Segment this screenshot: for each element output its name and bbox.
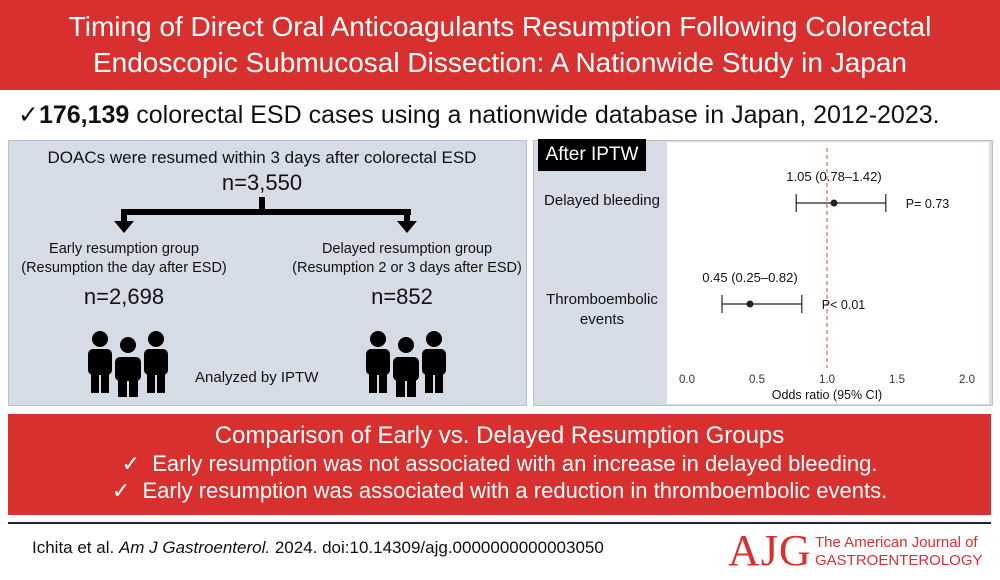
case-description: colorectal ESD cases using a nationwide … xyxy=(129,101,940,129)
row-label-delayed-bleeding: Delayed bleeding xyxy=(544,192,660,209)
summary-point-2: ✓ Early resumption was associated with a… xyxy=(111,478,888,503)
ajg-logo-text: The American Journal of GASTROENTEROLOGY xyxy=(815,534,983,569)
p-value-label: P= 0.73 xyxy=(906,197,949,211)
journal-name: Am J Gastroenterol. xyxy=(118,538,271,557)
summary-box: Comparison of Early vs. Delayed Resumpti… xyxy=(8,414,991,515)
citation: Ichita et al. Am J Gastroenterol. 2024. … xyxy=(32,538,604,557)
x-tick-label: 1.5 xyxy=(889,374,905,386)
people-group-icon xyxy=(88,331,168,397)
design-heading: DOACs were resumed within 3 days after c… xyxy=(47,148,477,167)
checkmark-icon: ✓ xyxy=(18,101,39,129)
forest-plot-area: 1.05 (0.78–1.42) P= 0.73 0.45 (0.25–0.82) P… xyxy=(667,142,989,404)
summary-heading: Comparison of Early vs. Delayed Resumpti… xyxy=(214,422,785,449)
case-count-line: ✓176,139 colorectal ESD cases using a na… xyxy=(18,97,993,133)
point-estimate xyxy=(746,300,754,308)
p-value-label: P< 0.01 xyxy=(822,298,865,312)
ci-label: 1.05 (0.78–1.42) xyxy=(786,169,881,184)
title-banner: Timing of Direct Oral Anticoagulants Res… xyxy=(0,0,1000,90)
checkmark-icon: ✓ xyxy=(111,478,131,503)
x-tick-label: 0.0 xyxy=(679,374,695,386)
people-group-icon xyxy=(366,331,446,397)
delayed-group-n: n=852 xyxy=(371,284,433,309)
ci-label: 0.45 (0.25–0.82) xyxy=(702,270,797,285)
x-tick-label: 2.0 xyxy=(959,374,975,386)
delayed-group-label: Delayed resumption group (Resumption 2 o… xyxy=(292,241,522,276)
early-group-n: n=2,698 xyxy=(83,284,165,309)
method-label: Analyzed by IPTW xyxy=(195,369,319,386)
case-count: 176,139 xyxy=(38,101,130,129)
ajg-logo-mark: AJG xyxy=(728,526,812,575)
total-n: n=3,550 xyxy=(221,170,303,195)
footer-divider xyxy=(8,522,991,524)
x-axis-label: Odds ratio (95% CI) xyxy=(772,388,882,402)
forest-plot-svg: 1.05 (0.78–1.42) P= 0.73 0.45 (0.25–0.82) P… xyxy=(679,148,975,402)
checkmark-icon: ✓ xyxy=(121,451,140,476)
early-group-label: Early resumption group (Resumption the d… xyxy=(21,241,227,276)
x-tick-label: 1.0 xyxy=(819,374,835,386)
row-label-thromboembolic: Thromboembolic events xyxy=(546,291,658,328)
summary-point-1: ✓ Early resumption was not associated wi… xyxy=(121,451,878,476)
x-tick-label: 0.5 xyxy=(749,374,765,386)
after-iptw-tag: After IPTW xyxy=(538,139,646,171)
point-estimate xyxy=(830,199,838,207)
study-design-panel: DOACs were resumed within 3 days after c… xyxy=(8,140,527,406)
title-line-1: Timing of Direct Oral Anticoagulants Res… xyxy=(68,11,932,42)
title-line-2: Endoscopic Submucosal Dissection: A Nati… xyxy=(92,47,908,78)
split-arrow xyxy=(114,197,417,233)
